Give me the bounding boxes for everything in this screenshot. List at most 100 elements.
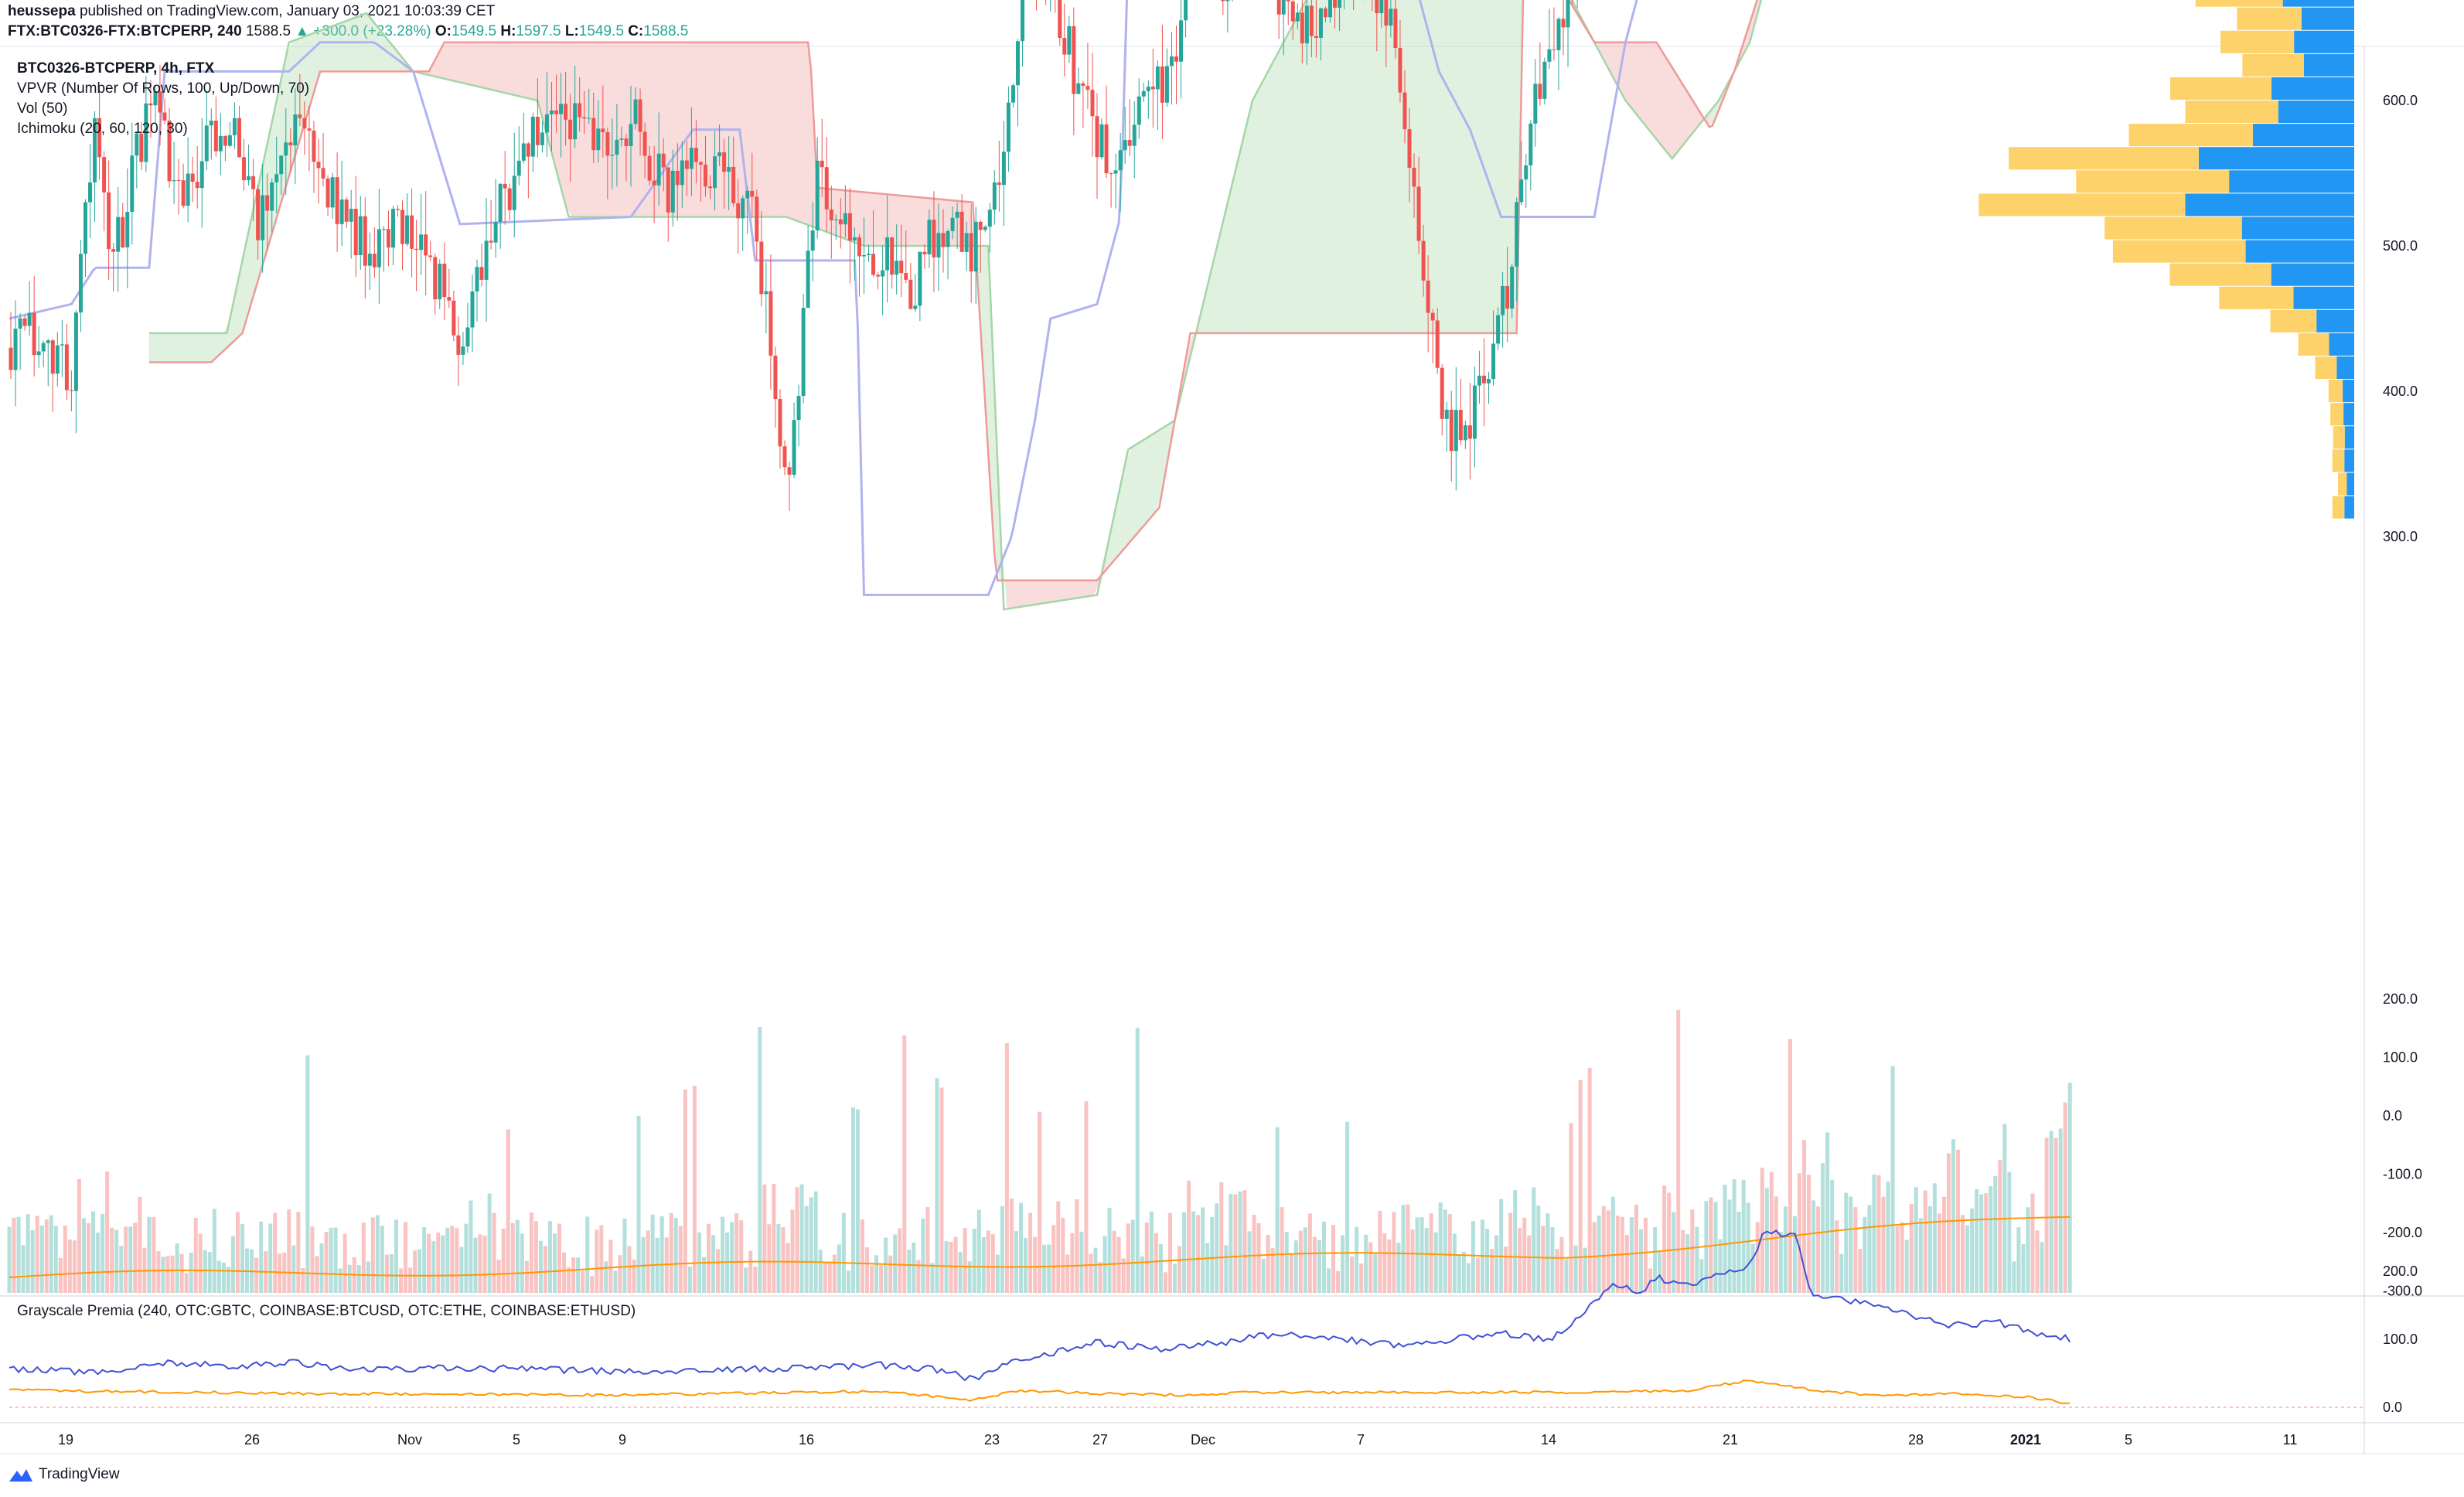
volume-bar	[804, 1205, 809, 1293]
volume-bar	[1019, 1202, 1024, 1293]
candle-body	[829, 209, 833, 220]
volume-bar	[1895, 1226, 1900, 1293]
volume-bar	[1424, 1227, 1429, 1293]
ichimoku-cloud-segment	[1131, 443, 1138, 540]
volume-bar	[1266, 1234, 1270, 1293]
volume-bar	[744, 1267, 748, 1293]
legend-premia[interactable]: Grayscale Premia (240, OTC:GBTC, COINBAS…	[17, 1303, 636, 1319]
candle-body	[806, 251, 810, 309]
volume-bar	[990, 1233, 995, 1293]
volume-bar	[925, 1207, 930, 1293]
volume-bar	[865, 1247, 870, 1293]
candle-body	[1444, 409, 1449, 419]
volume-bar	[1592, 1222, 1597, 1293]
volume-bar	[1825, 1132, 1830, 1293]
vpvr-down-bar	[2076, 170, 2230, 193]
candle-body	[335, 177, 339, 224]
candle-body	[1085, 86, 1090, 90]
ichimoku-cloud-segment	[1622, 42, 1629, 105]
volume-bar	[1378, 1210, 1382, 1293]
volume-bar	[473, 1237, 478, 1293]
candle-body	[1001, 152, 1006, 186]
ichimoku-cloud-segment	[1007, 580, 1014, 609]
ichimoku-cloud-segment	[1305, 0, 1312, 333]
candle-body	[638, 99, 642, 132]
ichimoku-cloud-segment	[1143, 435, 1150, 527]
candle-body	[1021, 0, 1025, 42]
candle-body	[904, 273, 908, 280]
ichimoku-cloud-segment	[1498, 0, 1505, 333]
volume-bar	[1914, 1187, 1918, 1293]
candle-body	[694, 148, 698, 162]
candle-body	[73, 312, 78, 391]
candle-body	[698, 162, 703, 165]
volume-bar	[296, 1212, 301, 1293]
price-tick-label: 300.0	[2383, 529, 2418, 544]
ichimoku-cloud-segment	[1056, 580, 1063, 602]
volume-bar	[1746, 1202, 1750, 1293]
candle-body	[582, 117, 587, 119]
ichimoku-cloud-segment	[205, 332, 212, 363]
legend-title[interactable]: BTC0326-BTCPERP, 4h, FTX	[17, 60, 215, 77]
volume-bar	[595, 1229, 599, 1293]
volume-bar	[912, 1242, 916, 1293]
volume-bar	[1522, 1217, 1527, 1293]
candle-body	[983, 227, 987, 230]
candle-body	[293, 114, 298, 146]
volume-bar	[571, 1257, 576, 1293]
ichimoku-cloud-segment	[447, 42, 454, 81]
candle-body	[367, 254, 372, 266]
legend-vpvr[interactable]: VPVR (Number Of Rows, 100, Up/Down, 70)	[17, 80, 310, 97]
volume-bar	[1774, 1196, 1778, 1293]
volume-bar	[953, 1236, 958, 1293]
vpvr-down-bar	[2332, 496, 2345, 519]
legend-vol[interactable]: Vol (50)	[17, 101, 68, 117]
volume-bar	[380, 1226, 384, 1293]
volume-bar	[692, 1086, 697, 1293]
ichimoku-cloud-segment	[1448, 0, 1455, 333]
volume-bar	[1042, 1244, 1047, 1293]
ichimoku-cloud-segment	[584, 42, 591, 217]
candle-body	[987, 210, 992, 227]
ichimoku-cloud-segment	[833, 189, 840, 237]
candle-body	[871, 254, 876, 275]
candle-body	[670, 170, 675, 213]
legend-ichimoku[interactable]: Ichimoku (20, 60, 120, 30)	[17, 121, 188, 137]
volume-bar	[1755, 1222, 1760, 1293]
open-label: O:	[435, 23, 452, 39]
ichimoku-cloud-segment	[1342, 0, 1349, 333]
publisher-name[interactable]: heussepa	[8, 3, 76, 19]
volume-bar	[170, 1255, 175, 1293]
volume-bar	[329, 1227, 333, 1293]
volume-bar	[1904, 1240, 1909, 1293]
low-value: 1549.5	[578, 23, 624, 39]
volume-bar	[21, 1245, 26, 1293]
candle-body	[1169, 56, 1174, 66]
volume-bar	[1256, 1222, 1261, 1293]
ichimoku-cloud-segment	[1336, 0, 1343, 333]
volume-bar	[273, 1212, 278, 1293]
ichimoku-cloud-segment	[1485, 0, 1492, 333]
volume-bar	[375, 1215, 380, 1293]
volume-bar	[1284, 1232, 1289, 1293]
volume-bar	[459, 1246, 464, 1293]
ichimoku-cloud-segment	[1075, 580, 1082, 598]
volume-bar	[2002, 1124, 2007, 1293]
ichimoku-cloud-segment	[1324, 0, 1331, 333]
volume-bar	[1126, 1223, 1130, 1293]
volume-bar	[884, 1237, 888, 1293]
tradingview-brand[interactable]: TradingView	[8, 1466, 120, 1483]
volume-bar	[850, 1107, 855, 1293]
volume-bar	[1713, 1202, 1718, 1293]
symbol-label[interactable]: FTX:BTC0326-FTX:BTCPERP, 240	[8, 23, 242, 39]
volume-bar	[1644, 1217, 1648, 1293]
candle-body	[144, 103, 148, 162]
volume-bar	[1490, 1249, 1494, 1293]
volume-bar	[1089, 1253, 1093, 1293]
ichimoku-cloud-segment	[1436, 0, 1443, 333]
candle-body	[424, 234, 428, 256]
ichimoku-cloud-segment	[615, 42, 622, 217]
volume-bar	[1252, 1215, 1256, 1293]
ichimoku-cloud-segment	[1311, 0, 1318, 333]
